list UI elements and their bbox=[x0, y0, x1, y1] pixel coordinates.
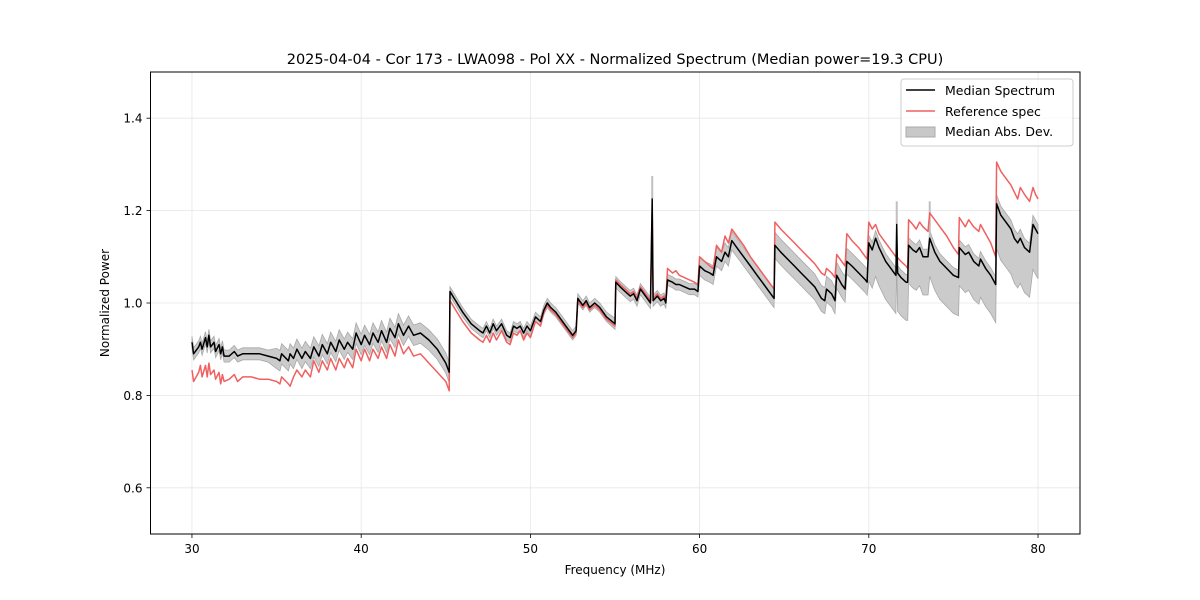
y-tick-label: 1.2 bbox=[123, 204, 142, 218]
x-tick-label: 50 bbox=[523, 542, 538, 556]
y-axis-label: Normalized Power bbox=[98, 249, 112, 357]
x-tick-label: 30 bbox=[184, 542, 199, 556]
y-tick-label: 1.0 bbox=[123, 297, 142, 311]
legend-swatch-mad bbox=[905, 126, 936, 138]
y-tick-label: 0.8 bbox=[123, 389, 142, 403]
plot-area bbox=[191, 161, 1039, 392]
x-tick-label: 60 bbox=[692, 542, 707, 556]
legend-frame bbox=[900, 78, 1074, 147]
y-axis: 0.6 0.8 1.0 1.2 1.4 bbox=[123, 112, 151, 495]
legend-label-mad: Median Abs. Dev. bbox=[945, 124, 1053, 139]
legend: Median Spectrum Reference spec Median Ab… bbox=[900, 78, 1074, 147]
x-axis-label: Frequency (MHz) bbox=[565, 563, 666, 577]
y-tick-label: 1.4 bbox=[123, 112, 142, 126]
chart-title: 2025-04-04 - Cor 173 - LWA098 - Pol XX -… bbox=[287, 52, 944, 68]
x-tick-label: 80 bbox=[1030, 542, 1045, 556]
x-axis: 30 40 50 60 70 80 bbox=[184, 534, 1046, 556]
series-line-median bbox=[191, 198, 1039, 374]
x-tick-label: 40 bbox=[354, 542, 369, 556]
legend-label-reference: Reference spec bbox=[945, 104, 1041, 119]
x-tick-label: 70 bbox=[861, 542, 876, 556]
legend-label-median: Median Spectrum bbox=[945, 83, 1055, 98]
y-tick-label: 0.6 bbox=[123, 481, 142, 495]
